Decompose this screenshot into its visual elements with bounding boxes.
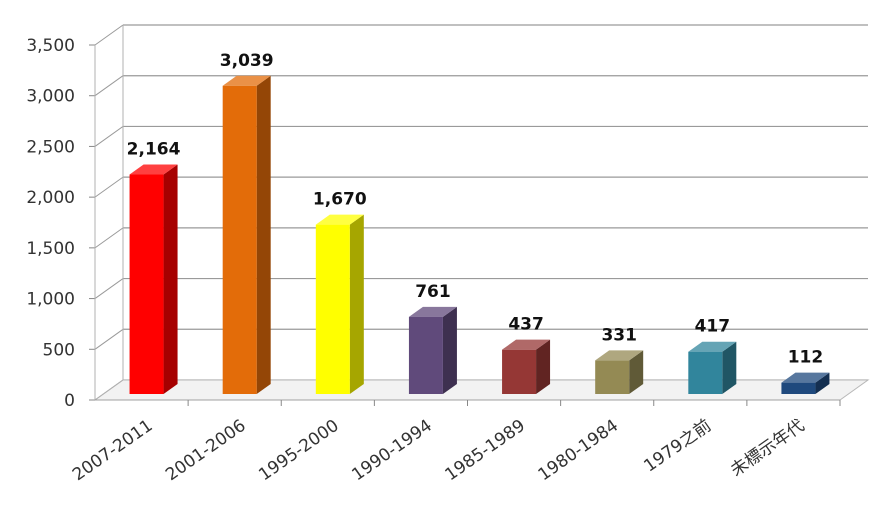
bar-front-face [781, 382, 816, 394]
data-label: 3,039 [220, 51, 274, 71]
bar-top-face [502, 339, 551, 350]
data-label: 761 [415, 282, 451, 302]
y-tick-label: 1,500 [26, 239, 75, 259]
data-label: 1,670 [313, 190, 367, 210]
x-tick-label: 1980-1984 [535, 416, 622, 486]
gridline-side [94, 176, 124, 198]
data-label: 417 [695, 317, 731, 337]
y-tick-label: 2,000 [26, 188, 75, 208]
gridline-side [94, 126, 124, 147]
bar-1 [129, 164, 178, 394]
x-tick-label: 未標示年代 [727, 416, 808, 481]
bar-5 [502, 339, 551, 394]
gridline-side [94, 227, 124, 249]
gridline-side [94, 24, 124, 46]
bar-4 [408, 306, 457, 394]
y-tick-label: 3,500 [26, 36, 75, 56]
x-tick-label: 1990-1994 [348, 416, 435, 486]
bar-6 [595, 350, 644, 394]
y-tick-label: 3,000 [26, 87, 75, 107]
data-label: 437 [508, 315, 544, 335]
gridline-side [94, 328, 124, 350]
bar-8 [781, 372, 830, 394]
bar-side-face [722, 341, 737, 394]
x-tick-label: 2007-2011 [69, 416, 156, 486]
y-tick-label: 0 [64, 391, 75, 411]
bar-top-face [129, 164, 178, 175]
bar-front-face [688, 351, 723, 394]
gridline-side [94, 75, 124, 97]
bar-side-face [629, 350, 644, 394]
bar-top-face [315, 214, 364, 225]
bar-front-face [502, 349, 537, 394]
bar-side-face [163, 164, 178, 394]
bar-front-face [595, 360, 630, 394]
label-layer: 2,164 2007-2011 3,039 2001-2006 1,670 1995-20… [69, 51, 823, 485]
bar-top-face [688, 341, 737, 352]
x-tick-label: 1995-2000 [255, 416, 342, 486]
chart-floor [93, 379, 870, 401]
bar-top-face [781, 372, 830, 383]
bar-side-face [349, 214, 364, 394]
bar-front-face [222, 85, 257, 394]
gridline-side [94, 278, 124, 299]
bar-layer [129, 75, 830, 394]
bar-side-face [442, 306, 457, 394]
bar-top-face [408, 306, 457, 317]
y-tick-label: 500 [43, 340, 75, 360]
bar-front-face [315, 224, 350, 394]
bar-front-face [129, 174, 164, 394]
axis-depth-line [94, 379, 124, 401]
data-label: 331 [601, 325, 637, 345]
y-tick-label: 1,000 [26, 290, 75, 310]
x-tick-label: 1979之前 [640, 416, 715, 477]
bar-2 [222, 75, 271, 394]
bar-top-face [595, 350, 644, 361]
axis-layer: 0 500 1,000 1,500 2,000 2,500 3,000 3,500 [26, 25, 841, 411]
bar-side-face [256, 75, 271, 394]
bar-7 [688, 341, 737, 394]
data-label: 2,164 [127, 140, 181, 160]
bar-top-face [222, 75, 271, 86]
bar-side-face [815, 372, 830, 394]
bar-side-face [536, 339, 551, 394]
bar-front-face [408, 316, 443, 394]
bar-3 [315, 214, 364, 394]
x-tick-label: 1985-1989 [442, 416, 529, 486]
x-tick-label: 2001-2006 [162, 416, 249, 486]
grid-layer [93, 24, 870, 401]
y-tick-label: 2,500 [26, 137, 75, 157]
data-label: 112 [788, 348, 824, 368]
